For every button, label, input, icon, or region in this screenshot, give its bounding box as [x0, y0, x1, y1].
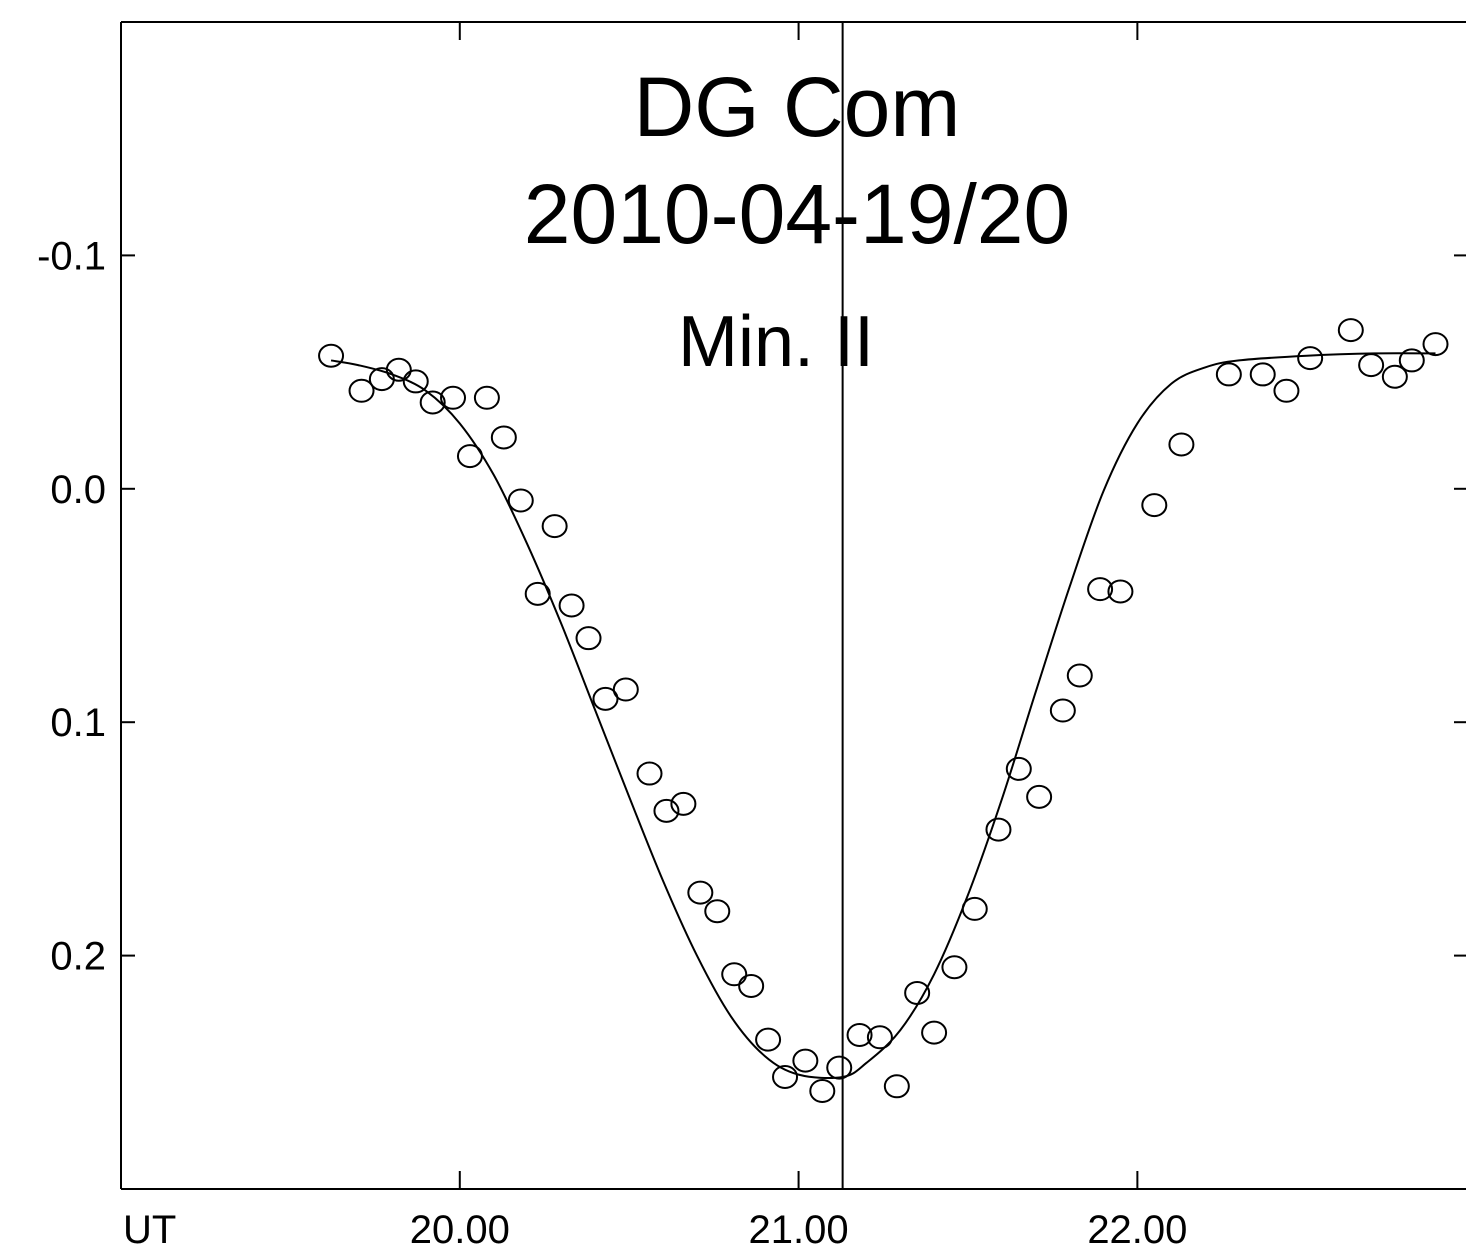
observation-point	[1398, 348, 1425, 373]
observation-point	[558, 593, 585, 618]
observation-point	[1422, 332, 1449, 357]
observation-point	[636, 761, 663, 786]
observation-point	[826, 1055, 853, 1080]
observation-point	[524, 581, 551, 606]
observation-point	[721, 962, 748, 987]
x-tick-label: 21.00	[749, 1208, 849, 1249]
observation-point	[985, 817, 1012, 842]
observation-point	[1381, 364, 1408, 389]
observation-point	[1049, 698, 1076, 723]
minimum-annotation: Min. II	[678, 302, 874, 382]
y-tick-label: 0.2	[50, 935, 106, 979]
observation-point	[687, 880, 714, 905]
observation-point	[883, 1074, 910, 1099]
x-tick-label: 22.00	[1087, 1208, 1187, 1249]
tick-labels-group: 20.00 21.00 22.00 -0.1 0.0 0.1 0.2	[37, 234, 1187, 1249]
observation-point	[653, 798, 680, 823]
observation-point	[541, 514, 568, 539]
observation-point	[792, 1048, 819, 1073]
observation-point	[961, 896, 988, 921]
observation-point	[1297, 346, 1324, 371]
observation-point	[1026, 784, 1053, 809]
observation-point	[456, 444, 483, 469]
observation-point	[809, 1078, 836, 1103]
observation-point	[318, 343, 345, 368]
observation-point	[348, 378, 375, 403]
observation-point	[612, 677, 639, 702]
observation-point	[670, 791, 697, 816]
observation-point	[921, 1020, 948, 1045]
observation-point	[402, 369, 429, 394]
observation-point	[755, 1027, 782, 1052]
observation-point	[941, 955, 968, 980]
observation-point	[507, 488, 534, 513]
observation-point	[575, 626, 602, 651]
x-axis-label: UT	[123, 1208, 176, 1249]
observation-point	[1107, 579, 1134, 604]
observation-point	[1066, 663, 1093, 688]
observation-point	[1005, 756, 1032, 781]
observation-point	[846, 1022, 873, 1047]
observation-point	[866, 1025, 893, 1050]
observation-point	[440, 385, 467, 410]
x-tick-label: 20.00	[410, 1208, 510, 1249]
y-tick-label: 0.0	[50, 468, 106, 512]
axes-frame	[120, 21, 1466, 1190]
observation-point	[738, 973, 765, 998]
observation-point	[772, 1064, 799, 1089]
observation-points	[318, 318, 1449, 1103]
observation-point	[1249, 362, 1276, 387]
observation-point	[1141, 493, 1168, 518]
observation-point	[704, 899, 731, 924]
observation-point	[1358, 353, 1385, 378]
observation-point	[490, 425, 517, 450]
chart-title: DG Com	[634, 60, 961, 154]
y-tick-label: -0.1	[37, 234, 106, 278]
observation-point	[1273, 378, 1300, 403]
fit-curve	[330, 352, 1436, 1080]
y-tick-label: 0.1	[50, 701, 106, 745]
observation-point	[1337, 318, 1364, 343]
observation-point	[473, 385, 500, 410]
observation-point	[1168, 432, 1195, 457]
observation-point	[385, 357, 412, 382]
observation-point	[419, 390, 446, 415]
observation-date: 2010-04-19/20	[524, 167, 1070, 261]
observation-point	[904, 980, 931, 1005]
observation-point	[1087, 577, 1114, 602]
observation-point	[592, 686, 619, 711]
ticks-group	[121, 22, 1466, 1189]
observation-point	[1215, 362, 1242, 387]
